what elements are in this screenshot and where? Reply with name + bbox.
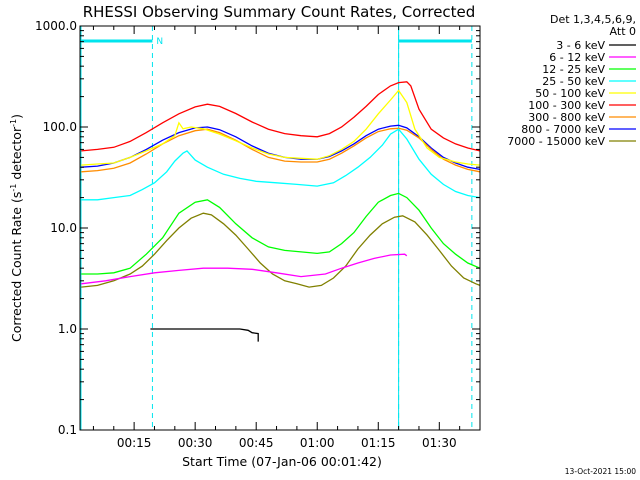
legend-label-6: 100 - 300 keV <box>528 99 605 112</box>
y-tick-label: 1000.0 <box>35 19 77 33</box>
y-axis-label: Corrected Count Rate (s-1 detector-1) <box>9 114 24 342</box>
chart-title: RHESSI Observing Summary Count Rates, Co… <box>83 3 476 21</box>
x-tick-label: 00:45 <box>239 436 274 450</box>
legend-label-4: 25 - 50 keV <box>542 75 605 88</box>
legend-label-2: 6 - 12 keV <box>549 51 605 64</box>
series-line-2 <box>81 253 408 285</box>
x-tick-label: 01:30 <box>422 436 457 450</box>
legend-label-9: 7000 - 15000 keV <box>507 135 605 148</box>
legend-label-5: 50 - 100 keV <box>535 87 605 100</box>
x-tick-label: 00:15 <box>117 436 152 450</box>
y-tick-label: 10.0 <box>50 221 77 235</box>
legend-label-1: 3 - 6 keV <box>556 39 605 52</box>
legend-label-3: 12 - 25 keV <box>542 63 605 76</box>
series-line-1 <box>150 328 259 342</box>
y-tick-label: 0.1 <box>58 423 77 437</box>
legend-header: Det 1,3,4,5,6,9, <box>550 13 636 26</box>
series-line-4 <box>81 128 481 201</box>
x-axis-label: Start Time (07-Jan-06 00:01:42) <box>182 454 382 469</box>
x-tick-label: 00:30 <box>178 436 213 450</box>
axes: 1000.0 100.0 10.0 1.0 0.1 00:15 00:30 00:45 01:0… <box>35 19 481 450</box>
legend-label-7: 300 - 800 keV <box>528 111 605 124</box>
legend-header: Att 0 <box>610 25 636 38</box>
legend-label-8: 800 - 7000 keV <box>521 123 605 136</box>
footer-date: 13-Oct-2021 15:00 <box>565 467 636 476</box>
series-line-3 <box>81 192 481 275</box>
plot-area: N <box>80 26 481 430</box>
series-line-5 <box>81 89 481 166</box>
x-tick-label: 01:00 <box>300 436 335 450</box>
y-tick-label: 100.0 <box>43 120 77 134</box>
series-line-9 <box>81 212 481 288</box>
y-tick-label: 1.0 <box>58 322 77 336</box>
x-tick-label: 01:15 <box>361 436 396 450</box>
series-line-6 <box>81 81 481 152</box>
night-label: N <box>156 37 163 47</box>
